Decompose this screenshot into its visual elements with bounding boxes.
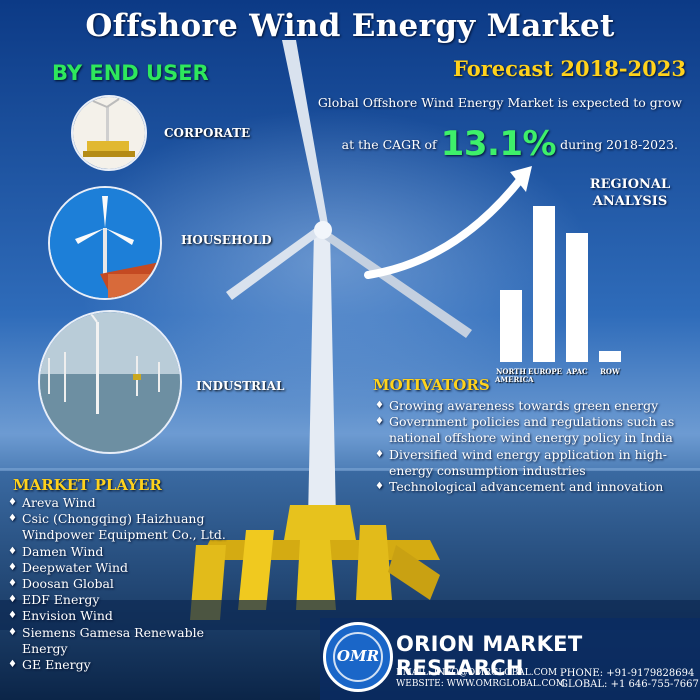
global-phone-text: GLOBAL: +1 646-755-7667 <box>560 679 699 690</box>
market-player-item: ♦ Damen Wind <box>6 544 246 560</box>
diamond-bullet-icon: ♦ <box>8 578 17 590</box>
diamond-bullet-icon: ♦ <box>8 497 17 508</box>
market-player-list: ♦ Areva Wind ♦ Csic (Chongqing) Haizhuang W… <box>6 495 246 673</box>
motivator-item-text: Diversified wind energy application in h… <box>389 446 667 478</box>
diamond-bullet-icon: ♦ <box>8 594 17 606</box>
market-player-item-text: GE Energy <box>22 657 91 673</box>
regional-title-line2: ANALYSIS <box>592 194 668 209</box>
bar-europe <box>533 206 555 362</box>
motivator-item-text: Government policies and regulations such… <box>389 414 675 446</box>
bar-apac <box>566 232 588 362</box>
market-player-item-text: Envision Wind <box>22 608 113 624</box>
regional-bar-chart: NORTH AMERICA EUROPE APAC ROW <box>495 200 626 390</box>
forecast-subtitle: Forecast 2018-2023 <box>452 56 686 81</box>
diamond-bullet-icon: ♦ <box>8 659 17 671</box>
market-player-item-text: Damen Wind <box>22 543 104 559</box>
diamond-bullet-icon: ♦ <box>8 561 17 573</box>
regional-title-line1: REGIONAL <box>589 177 671 192</box>
industrial-label: INDUSTRIAL <box>196 379 285 393</box>
omr-logo-text: OMR <box>336 647 380 665</box>
diamond-bullet-icon: ♦ <box>375 400 384 411</box>
contact-right: PHONE: +91-9179828694 GLOBAL: +1 646-755… <box>560 668 699 690</box>
household-turbine-icon <box>50 188 160 298</box>
household-image <box>48 186 162 300</box>
phone-text: PHONE: +91-9179828694 <box>560 668 695 679</box>
bar-label: EUROPE <box>528 367 562 376</box>
market-player-item: ♦ GE Energy <box>6 657 246 673</box>
cagr-prefix: at the CAGR of <box>341 137 437 152</box>
diamond-bullet-icon: ♦ <box>8 610 17 622</box>
diamond-bullet-icon: ♦ <box>8 513 17 525</box>
motivators-heading: MOTIVATORS <box>373 376 490 394</box>
diamond-bullet-icon: ♦ <box>375 481 384 493</box>
motivators-list: ♦ Growing awareness towards green energy ♦… <box>373 398 683 495</box>
market-player-heading: MARKET PLAYER <box>13 476 162 494</box>
omr-logo-icon <box>333 632 383 682</box>
by-end-user-heading: BY END USER <box>52 61 209 85</box>
motivator-item: ♦ Government policies and regulations suc… <box>373 414 683 446</box>
market-player-item: ♦ Areva Wind <box>6 495 246 511</box>
market-player-item: ♦ Envision Wind <box>6 608 246 624</box>
market-player-item: ♦ Doosan Global <box>6 576 246 592</box>
market-player-item-text: EDF Energy <box>22 592 100 608</box>
growth-text-line2: at the CAGR of 13.1% during 2018-2023. <box>341 118 678 164</box>
market-player-item: ♦ Deepwater Wind <box>6 560 246 576</box>
diamond-bullet-icon: ♦ <box>375 448 384 460</box>
corporate-image <box>71 95 147 171</box>
growth-arrow-icon <box>364 166 532 279</box>
household-label: HOUSEHOLD <box>181 233 272 247</box>
motivator-item-text: Growing awareness towards green energy <box>389 398 659 413</box>
regional-analysis-title: REGIONAL ANALYSIS <box>580 176 680 210</box>
diamond-bullet-icon: ♦ <box>375 416 384 428</box>
motivator-item: ♦ Diversified wind energy application in … <box>373 447 683 479</box>
market-player-item-text: Csic (Chongqing) Haizhuang Windpower Equ… <box>22 511 226 543</box>
market-player-item-text: Siemens Gamesa Renewable Energy <box>22 624 204 656</box>
website-text: WEBSITE: WWW.OMRGLOBAL.COM <box>396 679 566 689</box>
email-text: EMAIL: INFO@OMRGLOBAL.COM <box>396 668 558 678</box>
market-player-item: ♦ Siemens Gamesa Renewable Energy <box>6 625 246 657</box>
market-player-item: ♦ Csic (Chongqing) Haizhuang Windpower Eq… <box>6 511 246 543</box>
motivator-item: ♦ Growing awareness towards green energy <box>373 398 683 414</box>
corporate-turbine-icon <box>73 97 145 169</box>
market-player-item-text: Deepwater Wind <box>22 559 129 575</box>
market-player-item-text: Areva Wind <box>22 495 96 510</box>
company-name: ORION MARKET RESEARCH <box>396 632 583 680</box>
growth-text-line1: Global Offshore Wind Energy Market is ex… <box>317 95 682 110</box>
bar-row <box>599 351 621 362</box>
cagr-suffix: during 2018-2023. <box>560 137 678 152</box>
bar-label: NORTH AMERICA <box>495 367 534 384</box>
diamond-bullet-icon: ♦ <box>8 626 17 638</box>
page-title: Offshore Wind Energy Market <box>85 8 615 44</box>
bar-label: ROW <box>600 367 620 376</box>
market-player-item-text: Doosan Global <box>22 576 114 592</box>
market-player-item: ♦ EDF Energy <box>6 592 246 608</box>
corporate-label: CORPORATE <box>164 126 251 140</box>
motivator-item-text: Technological advancement and innovation <box>389 479 664 495</box>
offshore-wind-farm-icon <box>40 312 180 452</box>
motivator-item: ♦ Technological advancement and innovatio… <box>373 479 683 495</box>
cagr-value: 13.1% <box>440 124 557 164</box>
bar-label: APAC <box>566 367 588 376</box>
industrial-image <box>38 310 182 454</box>
omr-logo: OMR <box>323 622 393 692</box>
bar-north-america <box>500 290 522 362</box>
contact-left: EMAIL: INFO@OMRGLOBAL.COM WEBSITE: WWW.O… <box>396 668 565 690</box>
diamond-bullet-icon: ♦ <box>8 545 17 557</box>
